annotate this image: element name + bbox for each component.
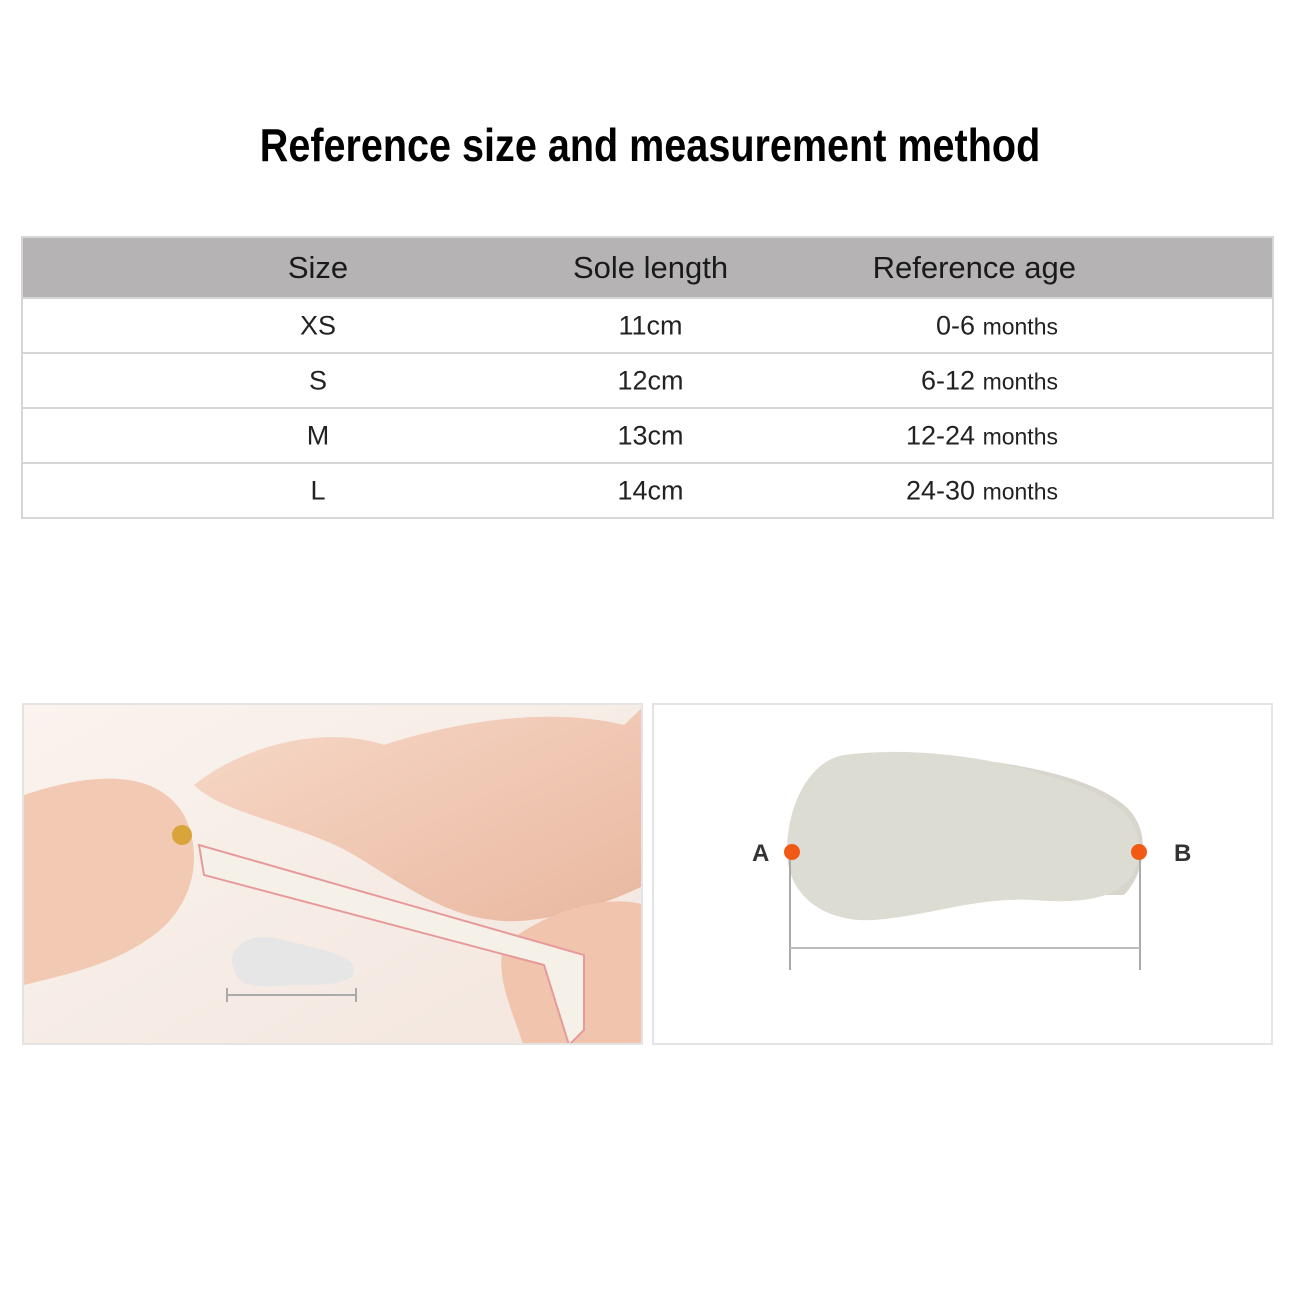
table-row: XS 11cm 0-6 months	[23, 297, 1272, 352]
age-unit: months	[982, 423, 1058, 449]
header-sole-length: Sole length	[572, 249, 729, 285]
table-row: S 12cm 6-12 months	[23, 352, 1272, 407]
size-cell: XS	[299, 310, 337, 340]
header-reference-age: Reference age	[872, 249, 1076, 285]
age-cell: 24-30 months	[906, 475, 1058, 506]
age-cell: 0-6 months	[936, 310, 1058, 341]
ring	[172, 825, 192, 845]
age-cell: 6-12 months	[921, 365, 1058, 396]
baby-foot	[194, 708, 641, 922]
point-b-marker	[1131, 844, 1147, 860]
insole-shape	[786, 751, 1140, 921]
age-cell: 12-24 months	[906, 420, 1058, 451]
age-range: 12-24	[905, 420, 976, 450]
age-unit: months	[982, 478, 1058, 504]
length-cell: 13cm	[617, 420, 684, 450]
footprint-icon	[232, 936, 354, 987]
age-unit: months	[982, 313, 1058, 339]
measuring-tape	[197, 843, 585, 1043]
header-size: Size	[287, 249, 349, 285]
insole-illustration: A B	[752, 751, 1191, 970]
point-b-label: B	[1174, 840, 1191, 867]
foot-measuring-photo	[22, 703, 643, 1045]
age-range: 6-12	[921, 365, 976, 395]
foot-measuring-illustration	[24, 705, 641, 1043]
table-header: Size Sole length Reference age	[23, 238, 1272, 297]
table-row: M 13cm 12-24 months	[23, 407, 1272, 462]
insole-diagram: A B	[652, 703, 1273, 1045]
age-unit: months	[982, 368, 1058, 394]
length-cell: 12cm	[617, 365, 684, 395]
age-range: 24-30	[905, 475, 976, 505]
point-a-marker	[784, 844, 800, 860]
size-cell: M	[306, 420, 330, 450]
size-cell: L	[310, 475, 326, 505]
page-title: Reference size and measurement method	[259, 119, 1041, 171]
length-cell: 11cm	[618, 310, 683, 340]
length-cell: 14cm	[617, 475, 684, 505]
age-range: 0-6	[936, 310, 976, 340]
left-hand	[24, 778, 194, 985]
size-table: Size Sole length Reference age XS 11cm 0…	[21, 236, 1274, 519]
point-a-label: A	[752, 840, 769, 867]
size-cell: S	[308, 365, 327, 395]
table-row: L 14cm 24-30 months	[23, 462, 1272, 517]
